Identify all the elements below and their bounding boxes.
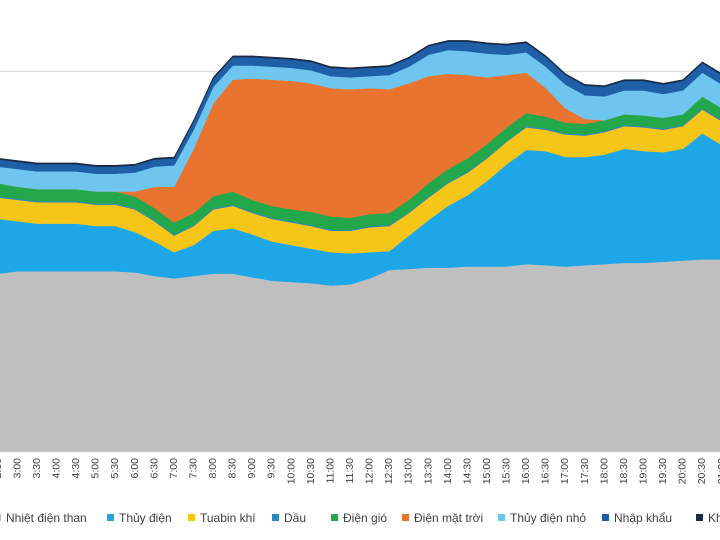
x-tick-label: 5:30 xyxy=(109,458,121,479)
legend-swatch xyxy=(188,514,195,521)
legend-swatch xyxy=(602,514,609,521)
x-tick-label: 17:30 xyxy=(579,458,591,484)
area-series xyxy=(0,40,720,453)
x-tick-label: 15:00 xyxy=(481,458,493,484)
legend-swatch xyxy=(498,514,505,521)
x-tick-label: 16:30 xyxy=(540,458,552,484)
legend-label: Thủy điện xyxy=(119,511,172,525)
legend-label: Thủy điện nhỏ xyxy=(510,511,586,525)
x-tick-label: 10:30 xyxy=(305,458,317,484)
legend-swatch xyxy=(402,514,409,521)
x-tick-label: 14:00 xyxy=(442,458,454,484)
x-tick-label: 3:30 xyxy=(31,458,43,479)
legend-swatch xyxy=(331,514,338,521)
x-tick-label: 7:30 xyxy=(187,458,199,479)
x-tick-label: 11:30 xyxy=(344,458,356,484)
x-tick-labels: 2:30 3:00 3:30 4:00 4:30 5:00 5:30 6:00 6:30 7:00… xyxy=(0,458,720,484)
x-tick-label: 20:30 xyxy=(696,458,708,484)
legend-label: Kha xyxy=(708,511,720,525)
area-series-0 xyxy=(0,259,720,453)
x-tick-label: 15:30 xyxy=(501,458,513,484)
legend-label: Nhiệt điện than xyxy=(6,511,87,525)
x-tick-label: 10:00 xyxy=(285,458,297,484)
x-tick-label: 9:00 xyxy=(246,458,258,479)
x-tick-label: 6:00 xyxy=(129,458,141,479)
x-tick-label: 2:30 xyxy=(0,458,4,479)
area-series-8 xyxy=(0,40,720,167)
x-tick-label: 4:00 xyxy=(50,458,62,479)
legend-swatch xyxy=(272,514,279,521)
x-tick-label: 12:00 xyxy=(364,458,376,484)
legend-label: Dầu xyxy=(284,511,306,525)
x-tick-label: 13:30 xyxy=(422,458,434,484)
x-tick-label: 4:30 xyxy=(70,458,82,479)
x-tick-label: 17:00 xyxy=(559,458,571,484)
x-tick-label: 21:00 xyxy=(716,458,720,484)
x-tick-label: 8:00 xyxy=(207,458,219,479)
x-tick-label: 12:30 xyxy=(383,458,395,484)
legend-label: Điện mặt trời xyxy=(414,511,483,525)
x-tick-label: 18:00 xyxy=(598,458,610,484)
x-tick-label: 5:00 xyxy=(90,458,102,479)
x-tick-label: 3:00 xyxy=(11,458,23,479)
legend-swatch xyxy=(0,514,1,521)
legend-label: Điện gió xyxy=(343,511,387,525)
x-tick-label: 16:00 xyxy=(520,458,532,484)
x-tick-label: 11:00 xyxy=(324,458,336,484)
legend: Nhiệt điện than Thủy điện Tuabin khí Dầu Điệ… xyxy=(0,511,720,525)
x-tick-label: 20:00 xyxy=(677,458,689,484)
x-tick-label: 19:30 xyxy=(657,458,669,484)
legend-label: Nhập khẩu xyxy=(614,511,672,525)
x-tick-label: 14:30 xyxy=(461,458,473,484)
x-tick-label: 6:30 xyxy=(148,458,160,479)
x-tick-label: 8:30 xyxy=(227,458,239,479)
x-tick-label: 19:00 xyxy=(638,458,650,484)
x-tick-label: 18:30 xyxy=(618,458,630,484)
x-tick-label: 7:00 xyxy=(168,458,180,479)
legend-swatch xyxy=(107,514,114,521)
x-tick-label: 9:30 xyxy=(266,458,278,479)
legend-swatch xyxy=(696,514,703,521)
x-tick-label: 13:00 xyxy=(403,458,415,484)
legend-label: Tuabin khí xyxy=(200,511,256,525)
